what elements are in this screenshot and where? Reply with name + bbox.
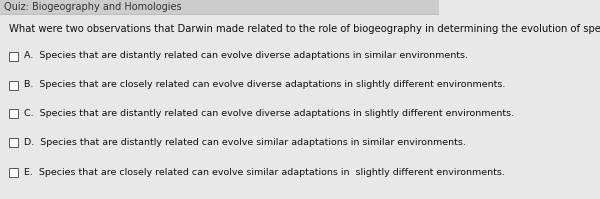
- Text: A.  Species that are distantly related can evolve diverse adaptations in similar: A. Species that are distantly related ca…: [24, 51, 468, 60]
- Text: D.  Species that are distantly related can evolve similar adaptations in similar: D. Species that are distantly related ca…: [24, 138, 466, 147]
- Bar: [9, 109, 19, 118]
- Text: Quiz: Biogeography and Homologies: Quiz: Biogeography and Homologies: [4, 2, 182, 12]
- Text: C.  Species that are distantly related can evolve diverse adaptations in slightl: C. Species that are distantly related ca…: [24, 109, 514, 118]
- Bar: [9, 52, 19, 61]
- FancyBboxPatch shape: [0, 0, 439, 14]
- Text: What were two observations that Darwin made related to the role of biogeography : What were two observations that Darwin m…: [9, 24, 600, 34]
- Text: E.  Species that are closely related can evolve similar adaptations in  slightly: E. Species that are closely related can …: [24, 168, 505, 177]
- Bar: [9, 138, 19, 147]
- Bar: [9, 81, 19, 90]
- Bar: [9, 168, 19, 177]
- Text: B.  Species that are closely related can evolve diverse adaptations in slightly : B. Species that are closely related can …: [24, 80, 506, 89]
